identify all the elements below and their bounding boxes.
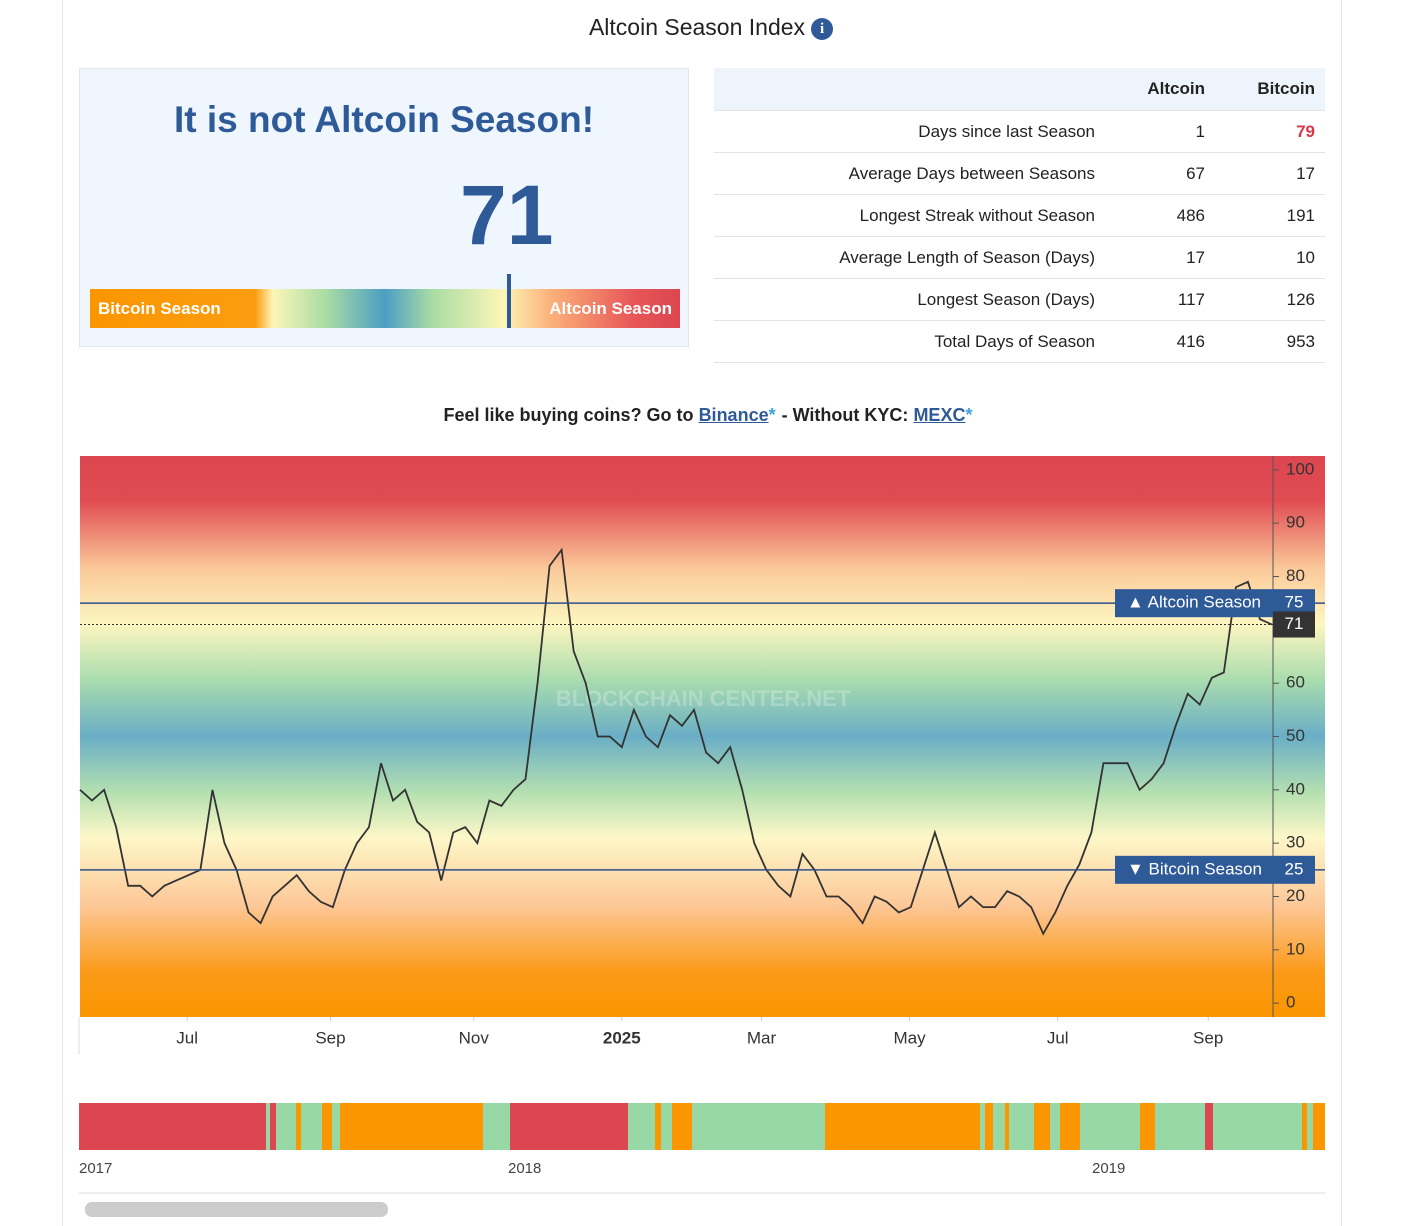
navigator-label: 2018 (508, 1160, 541, 1177)
current-label: 71 (1285, 614, 1304, 633)
nav-band (1060, 1103, 1080, 1150)
nav-band (1005, 1103, 1009, 1150)
promo-text: Feel like buying coins? Go to (443, 405, 694, 425)
plot-line-value: 75 (1285, 593, 1304, 612)
table-cell: Longest Season (Days) (714, 278, 1105, 321)
table-cell: 117 (1105, 278, 1215, 321)
table-cell: Total Days of Season (714, 320, 1105, 363)
x-tick-label: Sep (315, 1028, 345, 1047)
y-tick-label: 0 (1286, 993, 1295, 1012)
header-cell (714, 68, 1105, 111)
plot-line-label: ▲ Altcoin Season (1127, 593, 1261, 612)
table-cell: 79 (1215, 110, 1325, 153)
gauge-left-label: Bitcoin Season (98, 299, 221, 318)
stats-table: Altcoin Bitcoin Days since last Season 1 79 A… (714, 68, 1325, 363)
nav-band (510, 1103, 628, 1150)
navigator-label: 2017 (79, 1160, 112, 1177)
y-tick-label: 80 (1286, 566, 1305, 585)
series-line (79, 547, 1273, 936)
table-cell: 191 (1215, 194, 1325, 237)
index-value: 71 (460, 168, 554, 262)
current-box (1273, 611, 1315, 638)
table-row: Longest Season (Days) 117 126 (714, 278, 1325, 321)
x-tick-label: Nov (459, 1028, 490, 1047)
x-tick-label: Mar (747, 1028, 777, 1047)
nav-band (79, 1103, 266, 1150)
mexc-link[interactable]: MEXC (913, 405, 966, 425)
table-cell: 17 (1215, 152, 1325, 195)
promo-middle: - Without KYC: (781, 405, 909, 425)
plot-line-value: 25 (1285, 859, 1304, 878)
asterisk: * (768, 405, 776, 425)
table-cell: 1 (1105, 110, 1215, 153)
table-cell: 486 (1105, 194, 1215, 237)
table-row: Longest Streak without Season 486 191 (714, 194, 1325, 237)
page-title: Altcoin Season Index (588, 14, 806, 40)
status-box: It is not Altcoin Season! 71 Bitcoin Sea… (79, 68, 689, 347)
nav-band (1140, 1103, 1155, 1150)
gauge-marker (506, 274, 511, 328)
table-cell: 67 (1105, 152, 1215, 195)
y-tick-label: 30 (1286, 833, 1305, 852)
asterisk: * (965, 405, 973, 425)
table-cell: Average Days between Seasons (714, 152, 1105, 195)
nav-band (1302, 1103, 1307, 1150)
nav-band (1205, 1103, 1213, 1150)
plot-line-box (1115, 855, 1315, 884)
x-tick-label: Sep (1193, 1028, 1223, 1047)
y-tick-label: 40 (1286, 779, 1305, 798)
info-icon[interactable]: i (811, 18, 834, 40)
table-cell: 17 (1105, 236, 1215, 279)
y-tick-label: 60 (1286, 673, 1305, 692)
nav-band (1313, 1103, 1325, 1150)
table-cell: 953 (1215, 320, 1325, 363)
header-cell: Altcoin (1105, 68, 1215, 111)
headline: It is not Altcoin Season! (173, 99, 595, 140)
nav-band (322, 1103, 332, 1150)
watermark: BLOCKCHAIN CENTER.NET (556, 686, 851, 711)
table-row: Average Days between Seasons 67 17 (714, 152, 1325, 195)
header-cell: Bitcoin (1215, 68, 1325, 111)
x-tick-label: May (894, 1028, 927, 1047)
table-row: Days since last Season 1 79 (714, 110, 1325, 153)
x-tick-label: Jul (176, 1028, 198, 1047)
scrollbar[interactable] (85, 1202, 388, 1217)
navigator-label: 2019 (1092, 1160, 1125, 1177)
nav-band (79, 1103, 1325, 1150)
header-row: Altcoin Bitcoin (714, 68, 1325, 111)
nav-band (340, 1103, 483, 1150)
nav-band (985, 1103, 993, 1150)
nav-band (825, 1103, 980, 1150)
plot-line-label: ▼ Bitcoin Season (1127, 859, 1262, 878)
nav-band (655, 1103, 661, 1150)
table-row: Average Length of Season (Days) 17 10 (714, 236, 1325, 279)
card (62, 0, 1342, 1226)
gauge-right-label: Altcoin Season (549, 299, 672, 318)
table-cell: 416 (1105, 320, 1215, 363)
table-row: Total Days of Season 416 953 (714, 320, 1325, 363)
y-tick-label: 100 (1286, 459, 1314, 478)
x-tick-label: Jul (1047, 1028, 1069, 1047)
table-cell: Average Length of Season (Days) (714, 236, 1105, 279)
navigator (79, 1103, 1325, 1217)
promo: Feel like buying coins? Go to Binance* - … (0, 405, 1422, 426)
nav-band (270, 1103, 276, 1150)
y-tick-label: 10 (1286, 939, 1305, 958)
y-tick-label: 90 (1286, 513, 1305, 532)
gauge: Bitcoin Season Altcoin Season (90, 274, 680, 328)
nav-band (672, 1103, 692, 1150)
binance-link[interactable]: Binance (698, 405, 769, 425)
table-cell: 10 (1215, 236, 1325, 279)
page-title-wrap: Altcoin Season Index i (0, 14, 1422, 41)
y-tick-label: 50 (1286, 726, 1305, 745)
table-cell: 126 (1215, 278, 1325, 321)
nav-band (1034, 1103, 1050, 1150)
nav-band (296, 1103, 301, 1150)
table-cell: Longest Streak without Season (714, 194, 1105, 237)
table-cell: Days since last Season (714, 110, 1105, 153)
x-tick-label: 2025 (603, 1028, 641, 1047)
y-tick-label: 20 (1286, 886, 1305, 905)
